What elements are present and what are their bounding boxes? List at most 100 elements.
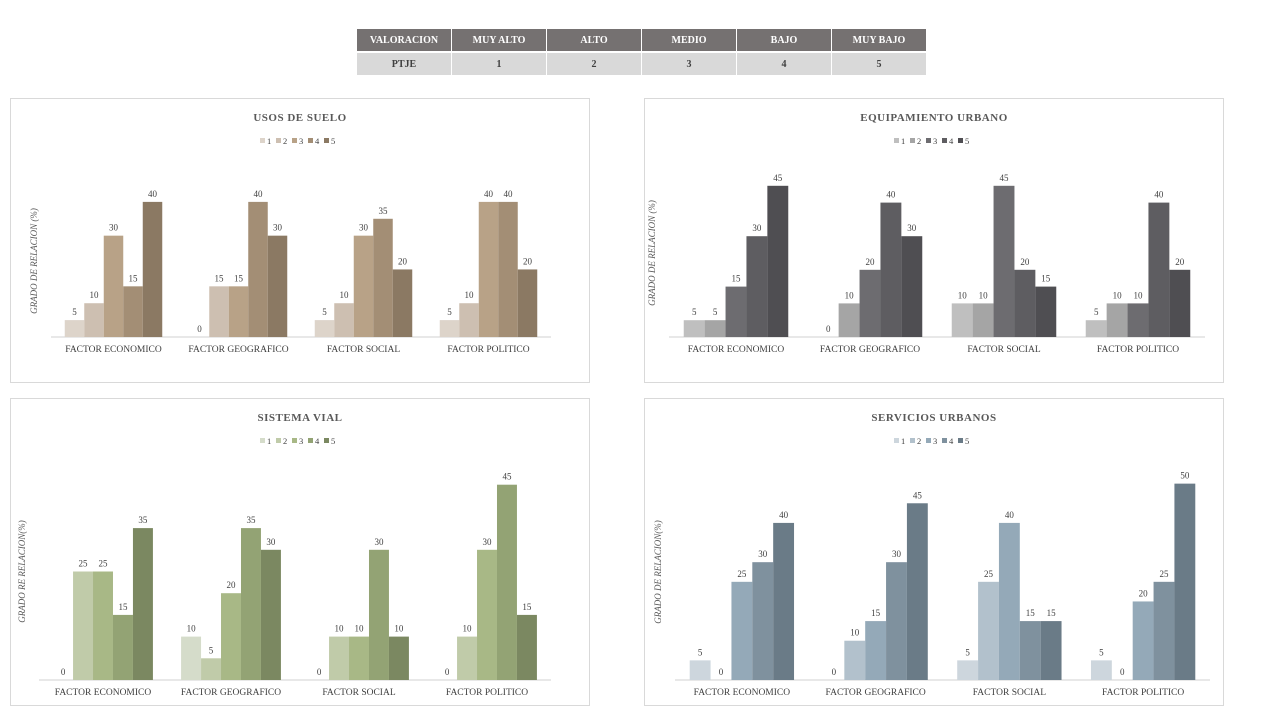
bar-factor-politico-s1 [439, 320, 460, 337]
legend-label-3: 3 [933, 436, 937, 446]
data-label-factor-economico-s5: 40 [148, 189, 158, 199]
legend-label-3: 3 [299, 436, 303, 446]
data-label-factor-politico-s4: 25 [1159, 569, 1169, 579]
legend-swatch-1 [894, 438, 899, 443]
data-label-factor-social-s4: 20 [1020, 257, 1030, 267]
data-label-factor-politico-s2: 0 [1120, 667, 1125, 677]
data-label-factor-social-s4: 35 [379, 206, 389, 216]
data-label-factor-economico-s4: 30 [758, 549, 768, 559]
data-label-factor-geografico-s3: 20 [866, 257, 876, 267]
legend-swatch-5 [324, 138, 329, 143]
data-label-factor-geografico-s4: 35 [246, 515, 256, 525]
data-label-factor-geografico-s3: 15 [871, 608, 881, 618]
bar-factor-politico-s1 [1085, 320, 1107, 337]
y-axis-label: GRADO RE RELACION(%) [17, 520, 27, 622]
chart-panel-servicios-urbanos: SERVICIOS URBANOS 1 2 3 4 5 GRADO DE RELACION(… [644, 398, 1224, 706]
legend-swatch-5 [958, 138, 963, 143]
chart-title: SERVICIOS URBANOS [871, 412, 996, 424]
bar-factor-geografico-s3 [228, 286, 249, 337]
bar-factor-social-s5 [392, 269, 413, 337]
bar-factor-social-s3 [993, 185, 1015, 337]
data-label-factor-social-s5: 15 [1047, 608, 1057, 618]
bar-factor-politico-s2 [457, 636, 478, 680]
bar-factor-economico-s4 [752, 562, 774, 680]
data-label-factor-economico-s3: 25 [99, 559, 109, 569]
legend-swatch-3 [926, 438, 931, 443]
data-label-factor-social-s2: 10 [335, 624, 345, 634]
category-label-factor-economico: FACTOR ECONOMICO [694, 688, 791, 698]
bar-factor-social-s4 [1014, 269, 1036, 337]
category-label-factor-politico: FACTOR POLITICO [446, 688, 528, 698]
legend-label-3: 3 [933, 136, 937, 146]
bar-factor-economico-s4 [112, 614, 133, 680]
bar-factor-social-s3 [998, 522, 1020, 680]
bar-factor-politico-s3 [1127, 303, 1149, 337]
data-label-factor-geografico-s2: 10 [845, 290, 855, 300]
data-label-factor-social-s5: 10 [394, 624, 404, 634]
y-axis-label: GRADO DE RELACION (%) [29, 208, 39, 314]
bar-factor-economico-s2 [704, 320, 726, 337]
data-label-factor-economico-s5: 45 [773, 173, 783, 183]
bar-factor-social-s2 [978, 581, 999, 680]
data-label-factor-geografico-s1: 0 [197, 324, 202, 334]
legend-swatch-3 [926, 138, 931, 143]
bar-factor-politico-s1 [1090, 660, 1112, 680]
legend-swatch-2 [910, 138, 915, 143]
bar-factor-social-s4 [368, 549, 389, 680]
data-label-factor-economico-s4: 15 [118, 602, 128, 612]
bar-factor-geografico-s1 [181, 636, 202, 680]
rating-table: VALORACION MUY ALTO ALTO MEDIO BAJO MUY … [356, 29, 927, 75]
legend-swatch-4 [308, 138, 313, 143]
data-label-factor-politico-s2: 10 [1113, 290, 1123, 300]
legend-label-4: 4 [315, 136, 320, 146]
bar-factor-economico-s5 [767, 185, 789, 337]
data-label-factor-geografico-s5: 30 [266, 537, 276, 547]
legend-swatch-5 [324, 438, 329, 443]
category-label-factor-politico: FACTOR POLITICO [447, 345, 529, 355]
bar-factor-politico-s4 [1153, 581, 1175, 680]
bar-factor-geografico-s3 [221, 593, 241, 680]
category-label-factor-geografico: FACTOR GEOGRAFICO [181, 688, 281, 698]
data-label-factor-politico-s1: 5 [447, 307, 452, 317]
data-label-factor-economico-s3: 15 [732, 274, 742, 284]
bar-factor-politico-s2 [1106, 303, 1128, 337]
rating-score-row: PTJE 1 2 3 4 5 [357, 51, 926, 75]
bar-factor-politico-s2 [459, 303, 479, 337]
data-label-factor-politico-s3: 10 [1134, 290, 1144, 300]
bar-factor-economico-s5 [142, 201, 163, 337]
data-label-factor-social-s1: 5 [322, 307, 327, 317]
legend-label-1: 1 [267, 136, 271, 146]
chart-panel-equipamiento-urbano: EQUIPAMIENTO URBANO 1 2 3 4 5 GRADO DE RELACIO… [644, 98, 1224, 383]
data-label-factor-politico-s1: 5 [1099, 647, 1104, 657]
data-label-factor-social-s2: 10 [340, 290, 350, 300]
data-label-factor-social-s2: 25 [984, 569, 994, 579]
category-label-factor-politico: FACTOR POLITICO [1102, 688, 1184, 698]
data-label-factor-politico-s3: 30 [483, 537, 493, 547]
bar-factor-geografico-s3 [859, 269, 881, 337]
bar-factor-politico-s5 [517, 269, 538, 337]
bar-factor-politico-s3 [477, 549, 497, 680]
data-label-factor-politico-s1: 0 [445, 667, 450, 677]
bar-factor-geografico-s5 [267, 235, 288, 337]
chart-legend: 1 2 3 4 5 [260, 436, 335, 446]
bar-factor-geografico-s3 [865, 621, 887, 680]
bar-factor-geografico-s5 [906, 503, 928, 680]
data-label-factor-social-s3: 40 [1005, 510, 1015, 520]
bar-factor-social-s5 [1040, 621, 1062, 680]
data-label-factor-economico-s4: 15 [129, 273, 139, 283]
bar-factor-social-s1 [314, 320, 335, 337]
chart-title: EQUIPAMIENTO URBANO [860, 112, 1008, 124]
bar-factor-economico-s5 [773, 522, 795, 680]
category-label-factor-economico: FACTOR ECONOMICO [688, 345, 785, 355]
chart-panel-usos-de-suelo: USOS DE SUELO 1 2 3 4 5 GRADO DE RELACION (%) 5… [10, 98, 590, 383]
bar-factor-geografico-s4 [248, 201, 268, 337]
data-label-factor-social-s2: 10 [979, 290, 989, 300]
data-label-factor-economico-s2: 5 [713, 307, 718, 317]
bar-factor-geografico-s4 [880, 202, 902, 337]
bar-factor-social-s2 [329, 636, 350, 680]
bar-factor-economico-s2 [73, 571, 94, 680]
legend-label-1: 1 [267, 436, 271, 446]
chart-legend: 1 2 3 4 5 [894, 436, 969, 446]
